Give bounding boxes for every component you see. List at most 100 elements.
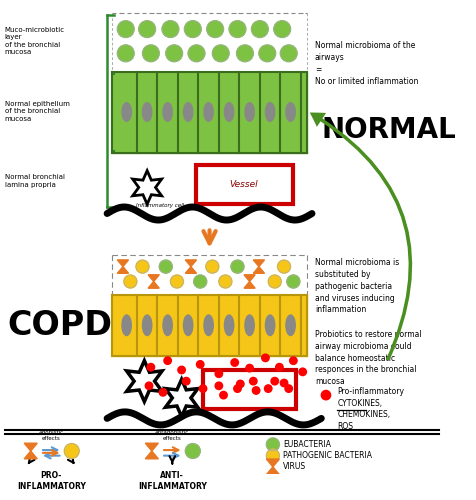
Ellipse shape [204,315,213,336]
Circle shape [170,275,183,288]
Circle shape [251,20,268,38]
Polygon shape [244,275,255,281]
Ellipse shape [163,102,172,122]
Circle shape [262,354,269,362]
Circle shape [145,382,153,390]
Circle shape [237,380,244,388]
Circle shape [136,260,149,273]
Circle shape [139,20,156,38]
Ellipse shape [163,315,172,336]
Text: Inflammatory cell: Inflammatory cell [136,203,184,208]
Circle shape [287,275,300,288]
Circle shape [197,360,204,368]
Circle shape [159,388,167,396]
Bar [196,165,293,204]
Text: VIRUS: VIRUS [283,462,306,471]
Circle shape [299,368,307,376]
Circle shape [188,45,205,62]
Circle shape [220,392,227,399]
Text: Agonistic
effects: Agonistic effects [39,430,64,441]
Ellipse shape [183,315,193,336]
Ellipse shape [142,102,152,122]
Text: Vessel: Vessel [230,180,258,189]
Polygon shape [253,266,265,274]
Polygon shape [145,443,159,451]
Text: ANTI-
INFLAMMATORY: ANTI- INFLAMMATORY [138,472,207,491]
Text: PRO-
INFLAMMATORY: PRO- INFLAMMATORY [17,472,86,491]
Text: Normal microbioma is
substituted by
pathogenic bacteria
and viruses inducing
inf: Normal microbioma is substituted by path… [315,258,399,314]
Circle shape [215,370,223,378]
Circle shape [278,260,290,273]
Circle shape [249,378,257,385]
Ellipse shape [266,315,275,336]
Text: Pro-inflammatory
CYTOKINES,
CHEMOKINES,
ROS: Pro-inflammatory CYTOKINES, CHEMOKINES, … [337,386,404,431]
Circle shape [285,385,292,392]
Polygon shape [24,451,37,459]
Circle shape [124,275,137,288]
Circle shape [280,380,288,386]
Circle shape [271,378,278,385]
Polygon shape [24,443,37,451]
Circle shape [162,20,179,38]
Circle shape [276,364,283,371]
Circle shape [289,357,297,364]
Polygon shape [145,451,159,459]
FancyArrowPatch shape [310,112,412,360]
Ellipse shape [266,102,275,122]
Circle shape [166,45,182,62]
Circle shape [219,275,232,288]
Text: Normal bronchial
lamina propria: Normal bronchial lamina propria [5,174,65,188]
Circle shape [142,45,159,62]
Text: Normal microbioma of the
airways
=
No or limited inflammation: Normal microbioma of the airways = No or… [315,41,418,86]
Circle shape [265,385,272,392]
Ellipse shape [142,315,152,336]
Circle shape [267,449,279,462]
Circle shape [234,385,241,392]
Ellipse shape [122,102,131,122]
Circle shape [207,20,224,38]
Circle shape [321,390,331,400]
Circle shape [206,260,219,273]
Circle shape [246,364,253,372]
Ellipse shape [225,102,234,122]
Circle shape [178,366,185,374]
Circle shape [194,275,207,288]
Text: EUBACTERIA: EUBACTERIA [283,440,331,449]
Circle shape [268,275,281,288]
Circle shape [199,385,207,392]
Circle shape [229,20,246,38]
Circle shape [280,45,297,62]
Circle shape [118,45,134,62]
Bar [112,296,307,356]
Polygon shape [267,467,279,474]
Text: Normal epithelium
of the bronchial
mucosa: Normal epithelium of the bronchial mucos… [5,100,69,121]
Circle shape [184,20,201,38]
Circle shape [64,444,79,458]
Circle shape [118,20,134,38]
Circle shape [182,378,190,385]
Circle shape [267,438,279,451]
Text: Muco-microbiotic
layer
of the bronchial
mucosa: Muco-microbiotic layer of the bronchial … [5,27,65,56]
Polygon shape [118,260,129,266]
Text: Probiotics to restore normal
airway microbioma could
balance homeostatic
responc: Probiotics to restore normal airway micr… [315,330,421,386]
Circle shape [212,45,229,62]
Circle shape [159,260,172,273]
Ellipse shape [245,102,254,122]
Polygon shape [148,275,159,281]
Circle shape [259,45,276,62]
Polygon shape [267,459,279,467]
Circle shape [274,20,290,38]
Ellipse shape [122,315,131,336]
Ellipse shape [225,315,234,336]
Polygon shape [185,260,197,266]
Ellipse shape [286,315,295,336]
Circle shape [252,386,260,394]
Bar [112,72,307,153]
Circle shape [147,364,155,371]
Circle shape [185,444,200,458]
Circle shape [231,260,244,273]
Circle shape [231,359,238,366]
Text: NORMAL: NORMAL [321,116,456,143]
Polygon shape [244,282,255,288]
Text: PATHOGENIC BACTERIA: PATHOGENIC BACTERIA [283,451,372,460]
